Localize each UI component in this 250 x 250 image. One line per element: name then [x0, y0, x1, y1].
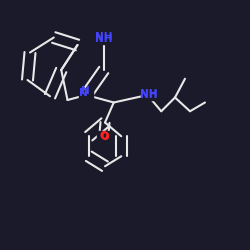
Bar — [97, 131, 110, 141]
Text: NH: NH — [95, 34, 112, 44]
Bar — [79, 90, 93, 100]
Text: NH: NH — [95, 32, 112, 42]
Text: O: O — [100, 132, 110, 142]
Text: N: N — [80, 86, 89, 96]
Bar — [140, 90, 154, 100]
Bar — [97, 34, 110, 44]
Text: O: O — [100, 131, 108, 141]
Text: NH: NH — [140, 90, 158, 100]
Text: N: N — [79, 88, 88, 98]
Text: NH: NH — [140, 89, 158, 99]
